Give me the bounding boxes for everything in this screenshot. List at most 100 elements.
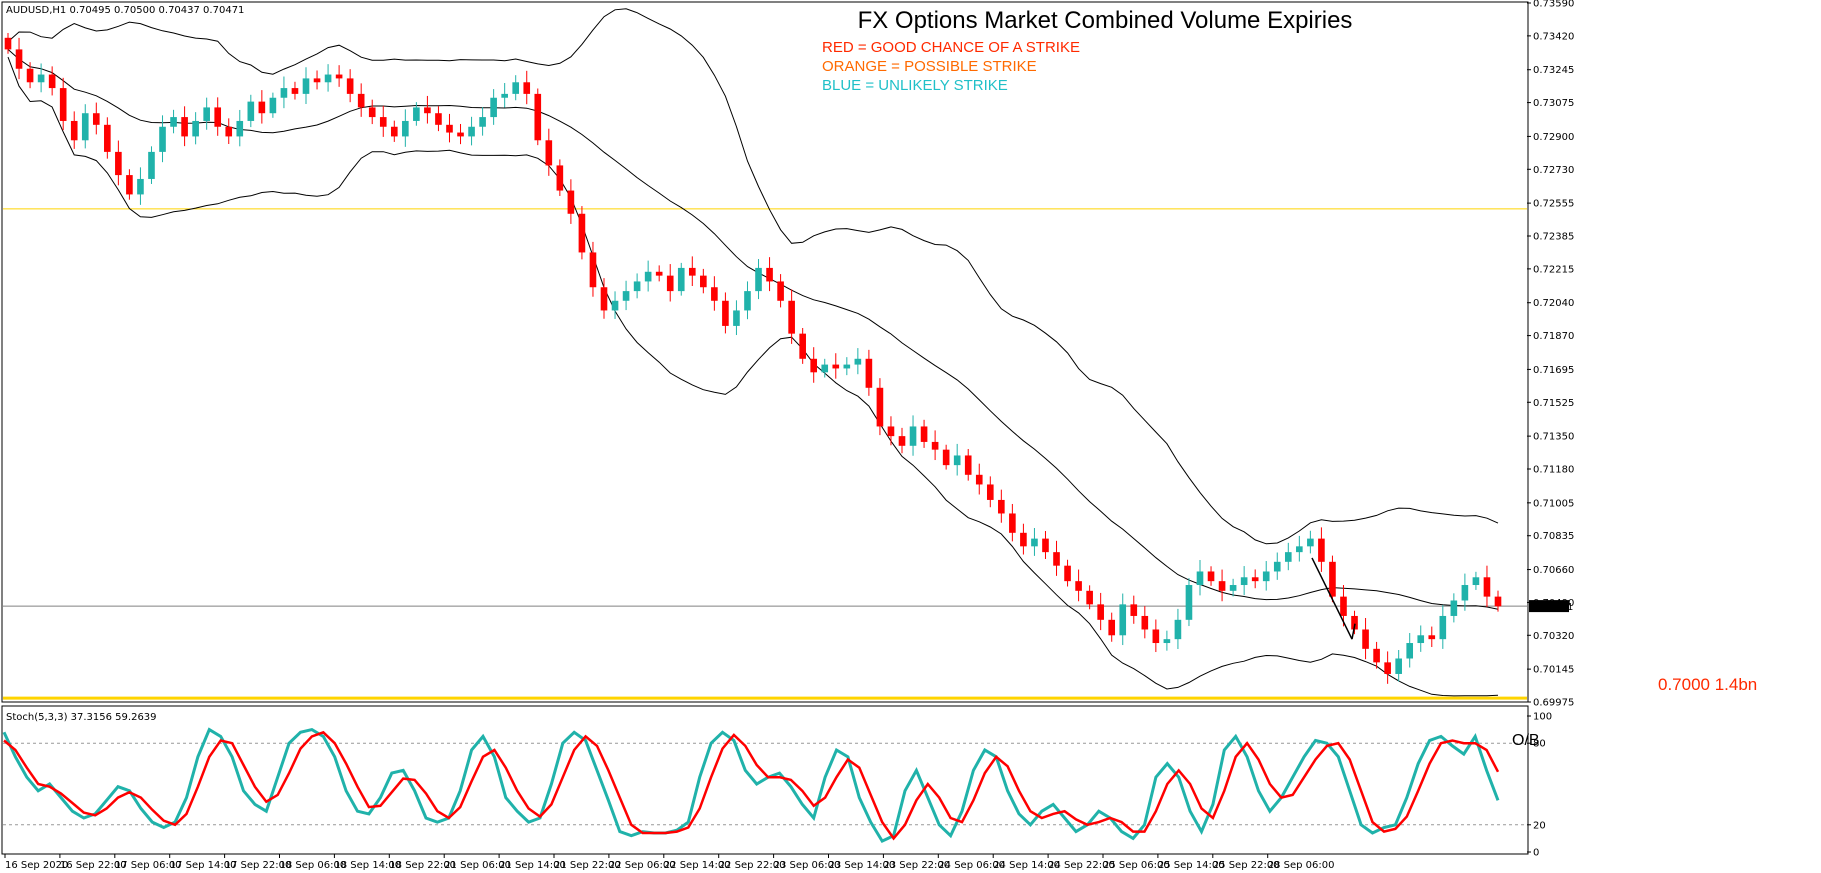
candle-body (357, 93, 365, 108)
current-price-label: 0.70471 (1532, 602, 1573, 613)
time-tick-label: 24 Sep 14:00 (993, 860, 1060, 871)
candle-body (1439, 615, 1447, 640)
candle-body (843, 364, 851, 369)
candle-body (942, 449, 950, 466)
price-tick-label: 0.69975 (1533, 698, 1574, 709)
candle-body (1273, 561, 1281, 572)
candle-body (722, 300, 729, 326)
candle-body (688, 267, 696, 276)
stoch-tick-label: 20 (1533, 820, 1546, 831)
candle-body (1362, 629, 1369, 649)
candle-body (280, 88, 288, 98)
candle-body (953, 455, 961, 466)
candle-body (379, 117, 387, 127)
candle-body (424, 107, 431, 114)
candle-body (236, 120, 244, 137)
time-tick-label: 25 Sep 06:00 (1103, 860, 1170, 871)
price-tick-label: 0.73245 (1533, 65, 1574, 76)
stoch-axis: 100 80 20 0 (1527, 712, 1552, 859)
stoch-main-line (2, 727, 1500, 844)
candle-body (876, 387, 884, 427)
candle-body (1318, 538, 1325, 562)
candle-body (148, 151, 155, 179)
candle-body (633, 281, 641, 292)
candle-body (611, 300, 619, 311)
strike-label: 0.7000 1.4bn (1658, 675, 1757, 694)
time-tick-label: 23 Sep 14:00 (829, 860, 896, 871)
candle-body (799, 333, 806, 359)
time-tick-label: 18 Sep 14:00 (334, 860, 401, 871)
time-tick-label: 17 Sep 22:00 (225, 860, 292, 871)
candle-body (887, 426, 895, 437)
stoch-frame (1, 705, 1529, 855)
candle-body (181, 117, 188, 137)
bollinger-middle (7, 49, 1499, 610)
candle-body (137, 178, 144, 195)
legend-red: RED = GOOD CHANCE OF A STRIKE (822, 39, 1080, 56)
candle-body (622, 291, 630, 301)
price-tick-label: 0.70320 (1533, 631, 1574, 642)
candle-body (567, 190, 575, 214)
candle-body (1240, 577, 1248, 586)
candle-body (1296, 546, 1303, 553)
time-tick-label: 25 Sep 22:00 (1213, 860, 1280, 871)
ob-annotation: O/B (1512, 732, 1540, 749)
candle-body (490, 97, 497, 118)
time-tick-label: 22 Sep 14:00 (664, 860, 731, 871)
candle-body (1384, 662, 1391, 674)
candle-body (512, 82, 520, 94)
price-tick-label: 0.71525 (1533, 398, 1574, 409)
candle-body (203, 107, 210, 121)
candle-body (1329, 561, 1336, 597)
candle-body (70, 120, 78, 141)
stoch-tick-label: 80 (1533, 739, 1546, 750)
stoch-signal-line (3, 730, 1500, 841)
time-tick-label: 21 Sep 06:00 (444, 860, 511, 871)
candle-body (247, 101, 255, 121)
candle-body (810, 358, 818, 373)
candle-body (1119, 604, 1127, 636)
candle-body (390, 126, 398, 137)
candle-body (909, 426, 917, 446)
candle-body (37, 74, 45, 83)
candle-body (1229, 585, 1237, 591)
time-tick-label: 17 Sep 14:00 (170, 860, 237, 871)
candle-body (1163, 639, 1171, 644)
candle-body (159, 126, 166, 152)
candle-body (655, 271, 663, 276)
candle-body (733, 310, 740, 326)
candle-body (1483, 577, 1491, 597)
bollinger-upper (7, 8, 1499, 545)
candle-body (644, 271, 652, 282)
candle-body (402, 120, 409, 137)
candle-body (1450, 600, 1458, 616)
time-tick-label: 16 Sep 2020 (5, 860, 68, 871)
price-tick-label: 0.73590 (1533, 0, 1574, 10)
candle-body (534, 93, 542, 141)
candle-body (1020, 532, 1027, 547)
candle-body (26, 68, 34, 83)
candle-body (1461, 585, 1469, 601)
candle-body (170, 117, 177, 127)
candle-body (324, 74, 332, 83)
candle-body (1472, 577, 1480, 586)
candle-body (368, 107, 376, 118)
price-tick-label: 0.71180 (1533, 465, 1574, 476)
candle-body (1218, 581, 1226, 591)
candle-body (1174, 619, 1182, 640)
candle-body (1108, 619, 1116, 636)
candle-body (1152, 629, 1160, 644)
candle-body (578, 213, 586, 253)
candle-body (711, 287, 718, 301)
current-price-badge (1529, 600, 1569, 613)
price-tick-label: 0.73075 (1533, 98, 1574, 109)
candle-body (1406, 643, 1414, 659)
candle-body (1141, 615, 1149, 630)
candle-body (1196, 571, 1204, 586)
candle-body (1207, 571, 1215, 582)
candle-body (1373, 648, 1380, 663)
candle-body (1262, 571, 1270, 582)
price-tick-label: 0.71695 (1533, 365, 1574, 376)
candle-body (1009, 513, 1016, 533)
